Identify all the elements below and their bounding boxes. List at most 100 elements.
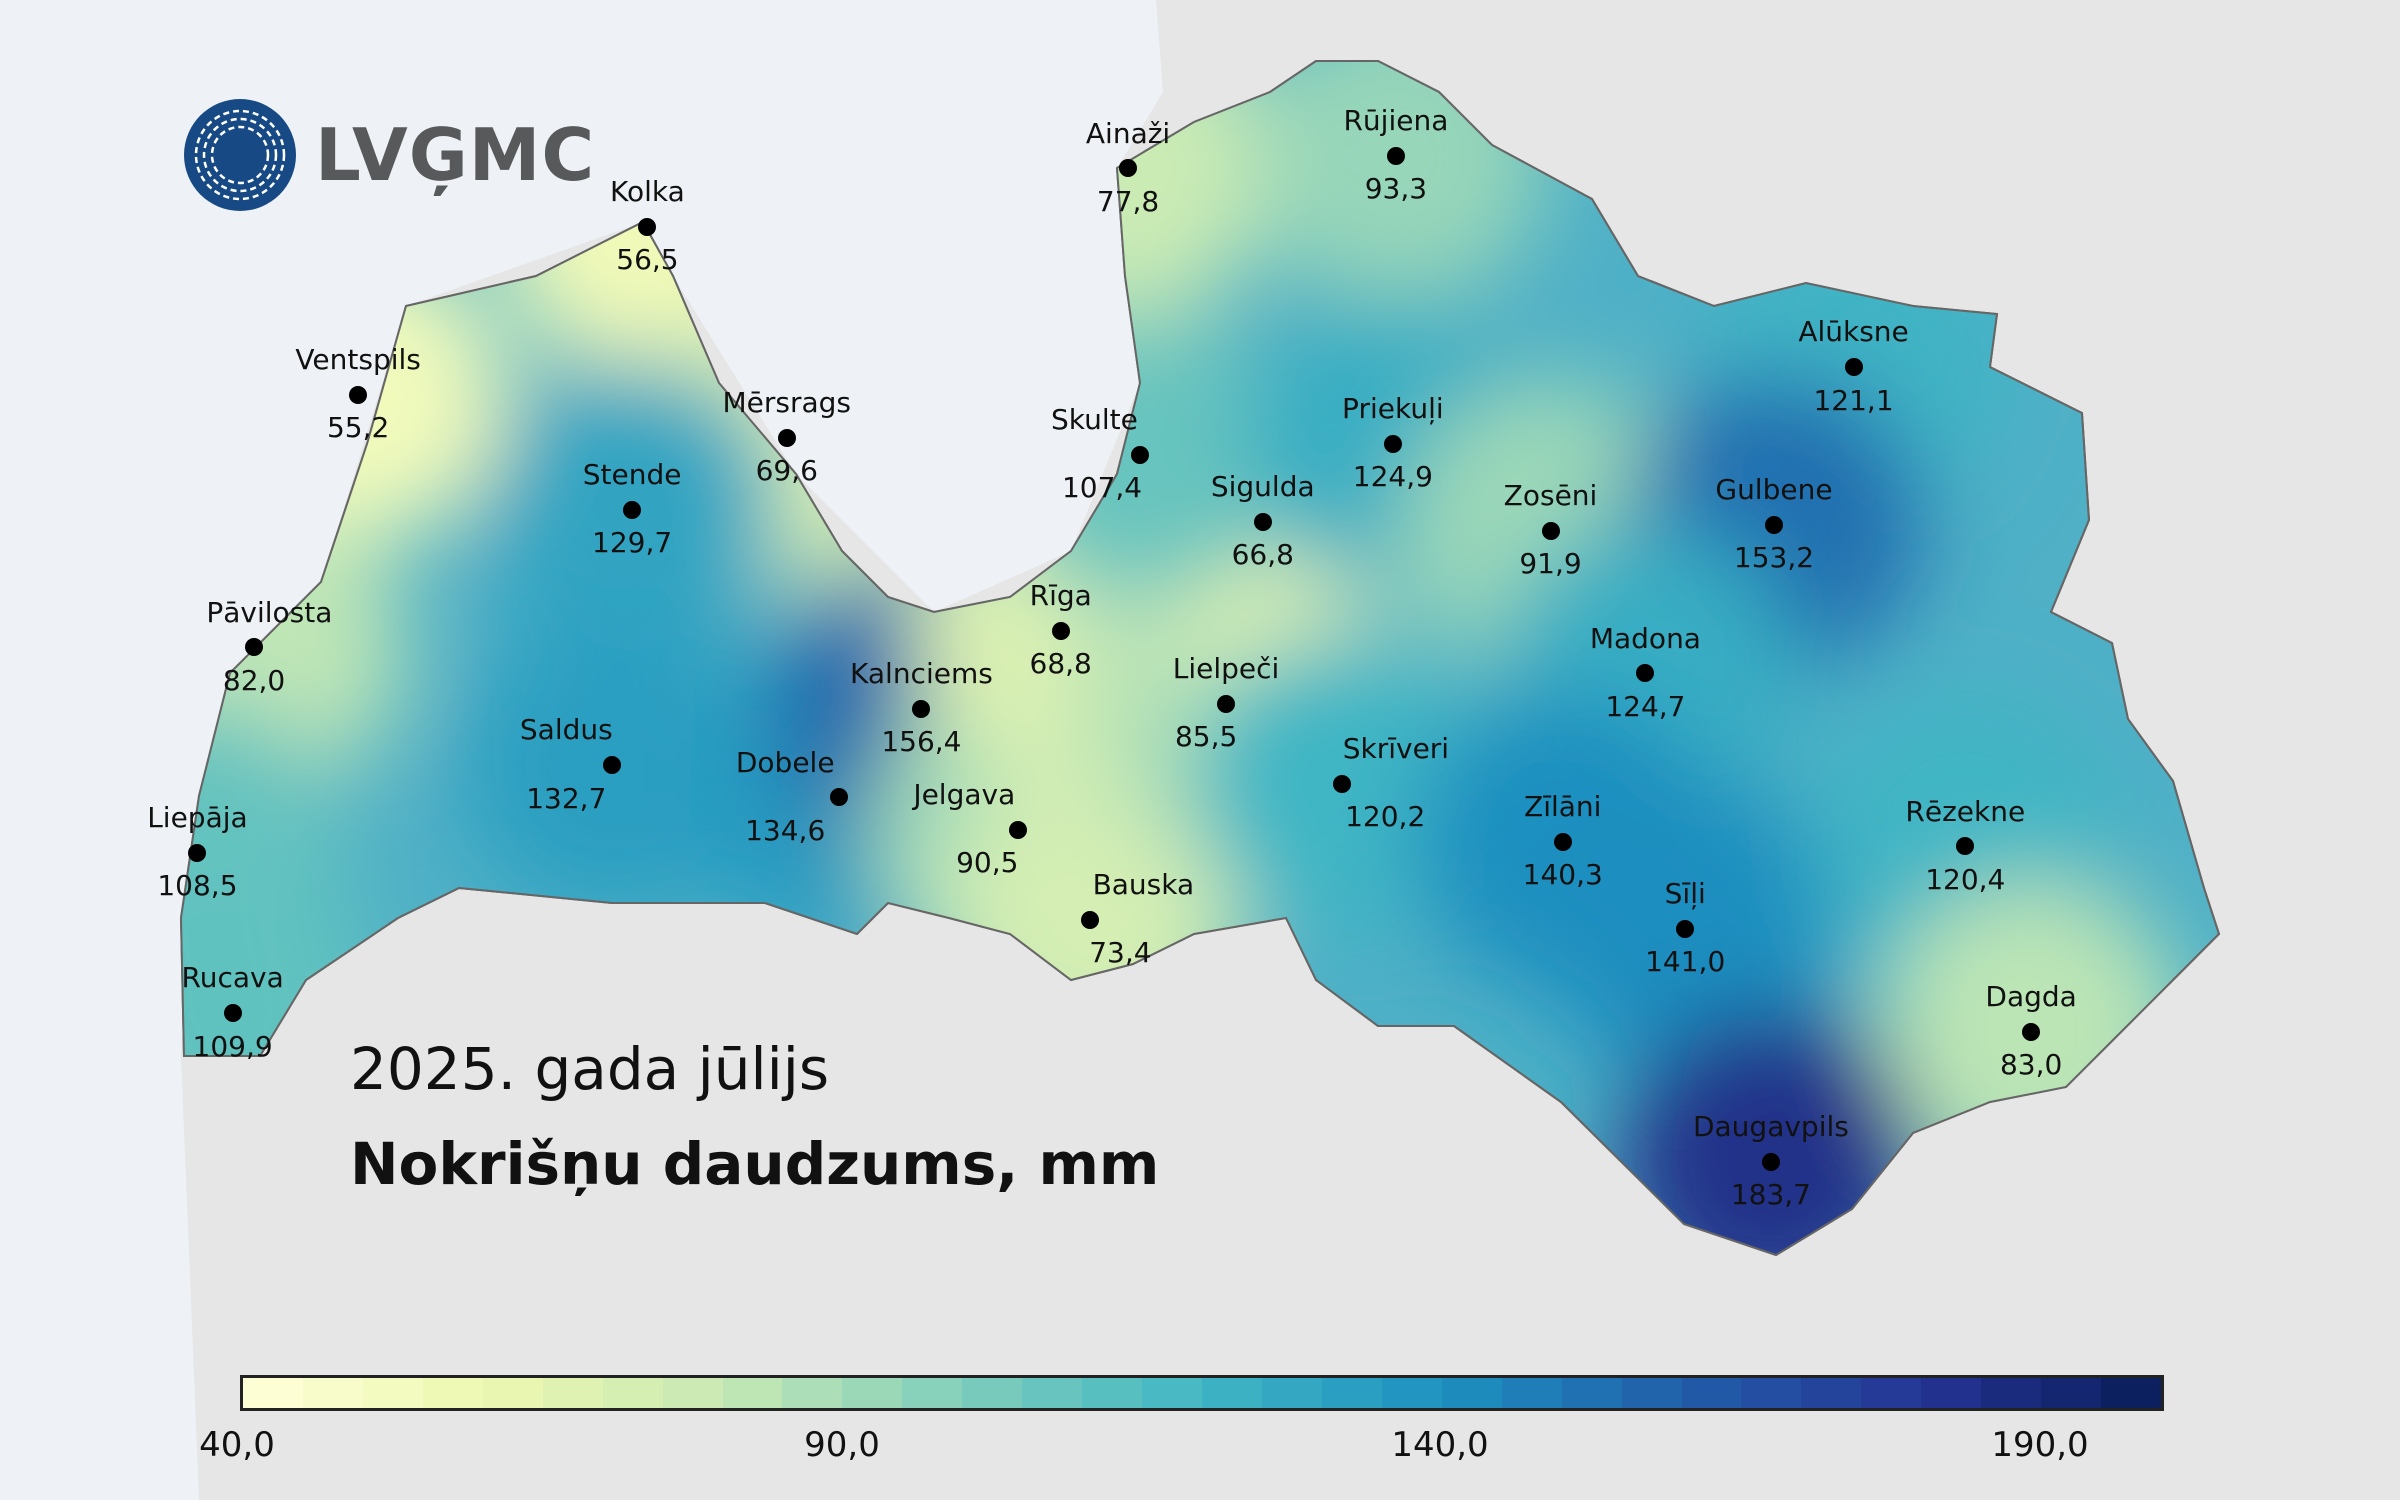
station-name: Priekuļi	[1342, 392, 1444, 426]
station-value: 55,2	[326, 411, 390, 445]
legend-bin	[1381, 1378, 1442, 1408]
station-name: Dobele	[735, 745, 835, 779]
legend-bin	[1022, 1378, 1083, 1408]
station-marker[interactable]	[349, 385, 368, 404]
legend-bin	[662, 1378, 723, 1408]
station-value: 124,7	[1605, 689, 1686, 723]
station-marker[interactable]	[1333, 774, 1352, 793]
station-marker[interactable]	[1080, 910, 1099, 929]
station-value: 121,1	[1813, 383, 1894, 417]
legend-bin	[902, 1378, 963, 1408]
station-value: 91,9	[1519, 547, 1582, 581]
station-value: 85,5	[1174, 720, 1238, 754]
legend-bin	[542, 1378, 603, 1408]
station-value: 107,4	[1061, 470, 1143, 504]
color-legend-bar	[240, 1375, 2164, 1411]
station-value: 108,5	[157, 868, 238, 902]
legend-bin	[1142, 1378, 1202, 1408]
station-value: 68,8	[1029, 646, 1092, 680]
station-value: 93,3	[1364, 172, 1428, 206]
station-marker[interactable]	[1764, 516, 1783, 534]
legend-tick: 90,0	[804, 1425, 880, 1465]
station-value: 132,7	[526, 781, 607, 815]
station-name: Alūksne	[1798, 315, 1909, 349]
station-marker[interactable]	[638, 217, 657, 236]
map-period: 2025. gada jūlijs	[350, 1035, 830, 1103]
legend-bin	[782, 1378, 843, 1408]
legend-bin	[1441, 1378, 1502, 1408]
station-name: Saldus	[519, 713, 613, 747]
station-value: 183,7	[1730, 1178, 1811, 1212]
legend-bin	[1681, 1378, 1742, 1408]
station-name: Rīga	[1029, 578, 1092, 612]
legend-bin	[1082, 1378, 1143, 1408]
station-name: Liepāja	[147, 800, 248, 834]
station-name: Lielpeči	[1172, 652, 1280, 686]
station-value: 66,8	[1231, 538, 1294, 572]
station-marker[interactable]	[912, 699, 931, 718]
station-value: 134,6	[745, 813, 826, 847]
legend-bin	[1921, 1378, 1982, 1408]
station-marker[interactable]	[1636, 664, 1655, 683]
station-marker[interactable]	[1761, 1152, 1780, 1171]
station-marker[interactable]	[829, 788, 848, 807]
station-marker[interactable]	[2022, 1022, 2041, 1041]
station-name: Rūjiena	[1343, 104, 1449, 138]
station-marker[interactable]	[1676, 920, 1695, 939]
station-value: 73,4	[1089, 936, 1152, 970]
station-value: 120,2	[1345, 799, 1426, 833]
station-value: 156,4	[881, 724, 962, 758]
legend-tick: 140,0	[1391, 1425, 1489, 1465]
station-name: Dagda	[1985, 979, 2077, 1013]
station-marker[interactable]	[1383, 434, 1402, 453]
station-value: 141,0	[1645, 945, 1726, 979]
station-marker[interactable]	[1217, 695, 1236, 714]
station-name: Pāvilosta	[206, 595, 333, 629]
station-value: 124,9	[1352, 460, 1433, 494]
station-name: Kolka	[610, 174, 685, 208]
station-value: 90,5	[956, 845, 1019, 879]
station-marker[interactable]	[1119, 159, 1138, 178]
station-name: Bauska	[1092, 868, 1195, 902]
station-name: Jelgava	[913, 777, 1016, 811]
legend-tick: 190,0	[1991, 1425, 2089, 1465]
legend-bin	[962, 1378, 1023, 1408]
legend-bin	[1321, 1378, 1382, 1408]
station-marker[interactable]	[1008, 820, 1027, 839]
station-marker[interactable]	[1956, 837, 1975, 856]
legend-bin	[422, 1378, 483, 1408]
legend-tick: 40,0	[199, 1425, 275, 1465]
station-marker[interactable]	[188, 843, 207, 862]
station-value: 82,0	[222, 663, 286, 697]
station-marker[interactable]	[1253, 512, 1272, 531]
station-marker[interactable]	[623, 500, 642, 519]
legend-bin	[302, 1378, 363, 1408]
station-marker[interactable]	[1844, 358, 1863, 377]
legend-bin	[602, 1378, 663, 1408]
legend-bin	[1741, 1378, 1802, 1408]
station-marker[interactable]	[245, 638, 264, 657]
station-value: 129,7	[592, 526, 673, 559]
station-marker[interactable]	[1386, 147, 1405, 166]
station-marker[interactable]	[777, 428, 796, 447]
station-marker[interactable]	[1553, 832, 1572, 851]
logo-text: LVĢMC	[315, 113, 596, 197]
station-marker[interactable]	[1131, 445, 1150, 464]
station-value: 140,3	[1522, 858, 1603, 892]
station-marker[interactable]	[1541, 522, 1560, 541]
legend-bin	[1981, 1378, 2042, 1408]
logo-circle-icon	[184, 99, 296, 211]
station-name: Mērsrags	[722, 385, 851, 419]
map-title: Nokrišņu daudzums, mm	[350, 1130, 1160, 1198]
station-value: 109,9	[192, 1029, 273, 1063]
station-marker[interactable]	[603, 756, 622, 775]
sea	[0, 0, 1163, 1500]
station-name: Zīlāni	[1524, 789, 1602, 823]
legend-bin	[1801, 1378, 1862, 1408]
legend-bin	[362, 1378, 423, 1408]
station-name: Skrīveri	[1342, 731, 1450, 765]
station-marker[interactable]	[223, 1004, 242, 1023]
station-marker[interactable]	[1051, 621, 1070, 640]
legend-bin	[1261, 1378, 1322, 1408]
legend-bin	[722, 1378, 783, 1408]
